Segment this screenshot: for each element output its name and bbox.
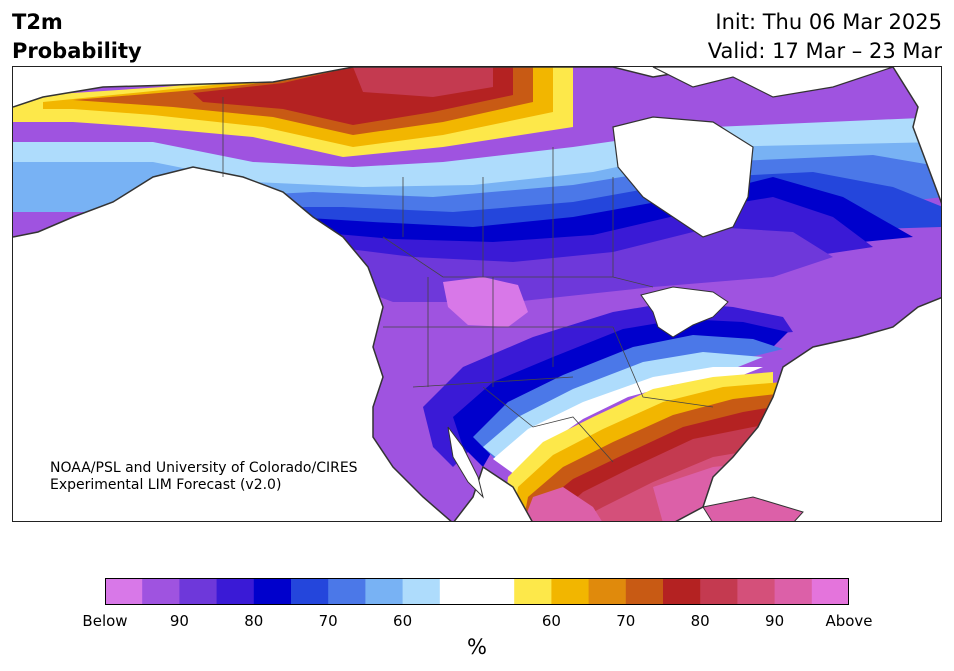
colorbar [105,578,849,605]
colorbar-swatch [365,578,404,605]
colorbar-swatch [774,578,813,605]
colorbar-tick-label: 60 [541,612,561,630]
caribbean-island [702,496,804,521]
colorbar-swatch [737,578,776,605]
colorbar-tick-label: 80 [244,612,264,630]
colorbar-swatch [328,578,366,605]
colorbar-swatch [179,578,218,605]
colorbar-swatch [291,578,329,605]
colorbar-swatch [253,578,292,605]
colorbar-swatch [551,578,590,605]
title-variable: T2m [12,10,63,34]
forecast-dates: Init: Thu 06 Mar 2025 Valid: 17 Mar – 23… [708,8,942,66]
colorbar-swatch [105,578,143,605]
gulf-of-california [447,426,484,499]
credit-line-2: Experimental LIM Forecast (v2.0) [50,477,282,493]
colorbar-tick-label: 70 [318,612,338,630]
colorbar-swatch [142,578,180,605]
colorbar-tick-label: Above [825,612,873,630]
great-lakes [640,286,729,338]
colorbar-swatch [663,578,701,605]
probability-map: NOAA/PSL and University of Colorado/CIRE… [12,66,942,522]
map-canvas [13,67,941,521]
colorbar-frame [105,578,849,605]
greenland-coast [652,67,894,98]
colorbar-tick-label: 60 [393,612,413,630]
credit-text: NOAA/PSL and University of Colorado/CIRE… [50,460,358,494]
colorbar-swatch [439,578,478,605]
valid-period: Valid: 17 Mar – 23 Mar [707,39,942,63]
colorbar-swatch [588,578,627,605]
credit-line-1: NOAA/PSL and University of Colorado/CIRE… [50,460,358,476]
colorbar-swatch [402,578,441,605]
colorbar-swatch [811,578,849,605]
colorbar-swatch [514,578,552,605]
map-title: T2m Probability [12,8,142,66]
hudson-bay [612,116,754,238]
colorbar-tick-label: 70 [616,612,636,630]
colorbar-swatches [105,578,849,605]
colorbar-tick-label: Below [82,612,128,630]
colorbar-swatch [477,578,515,605]
title-type: Probability [12,39,142,63]
colorbar-tick-label: 90 [169,612,189,630]
colorbar-tick-label: 80 [690,612,710,630]
colorbar-swatch [700,578,738,605]
colorbar-swatch [625,578,664,605]
init-date: Init: Thu 06 Mar 2025 [715,10,942,34]
colorbar-swatch [216,578,255,605]
probability-shading [13,67,941,521]
colorbar-unit: % [467,635,487,659]
colorbar-tick-label: 90 [765,612,785,630]
political-borders [222,97,714,463]
